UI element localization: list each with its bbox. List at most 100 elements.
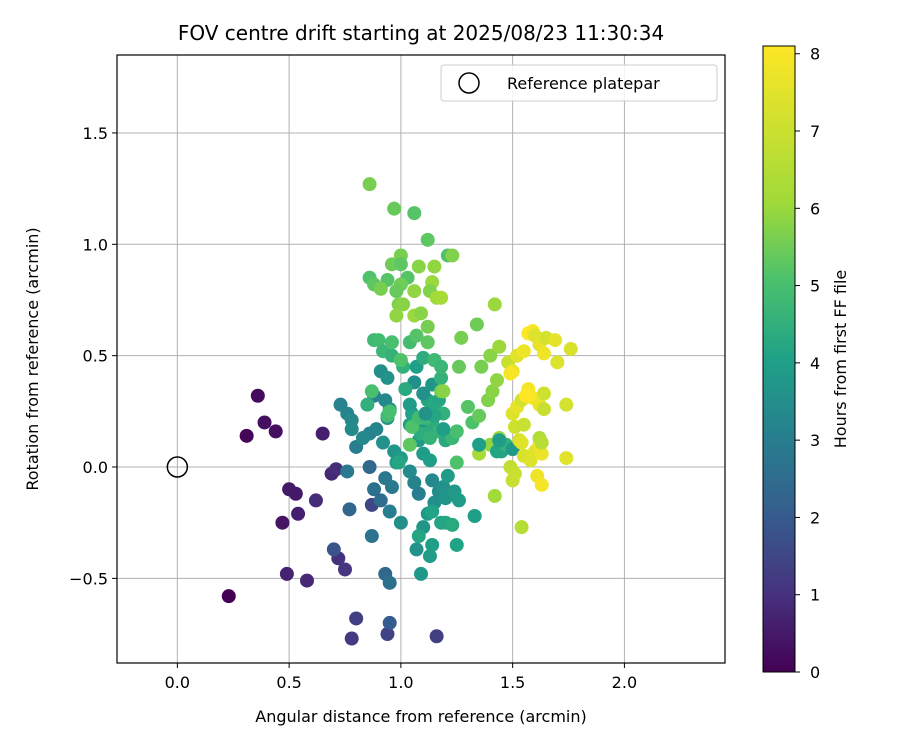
data-point: [534, 435, 549, 450]
data-point: [472, 408, 487, 423]
data-point: [422, 431, 437, 446]
data-point: [425, 504, 440, 519]
data-point: [398, 382, 413, 397]
data-point: [454, 330, 469, 345]
data-point: [452, 359, 466, 374]
data-point: [382, 404, 397, 419]
data-point: [487, 297, 502, 312]
x-tick-label: 0.0: [165, 673, 190, 692]
data-point: [288, 486, 303, 501]
colorbar-tick-label: 6: [810, 199, 820, 218]
data-point: [338, 562, 352, 577]
data-point: [373, 493, 388, 508]
data-point: [414, 306, 428, 321]
data-point: [409, 328, 424, 343]
data-point: [514, 520, 529, 535]
data-point: [534, 477, 549, 492]
data-point: [434, 359, 449, 374]
data-point: [487, 488, 502, 503]
data-point: [380, 370, 395, 385]
data-point: [474, 359, 489, 374]
data-point: [434, 290, 449, 305]
data-point: [550, 355, 565, 370]
y-tick-label: −0.5: [69, 569, 108, 588]
data-point: [436, 480, 451, 495]
data-point: [268, 424, 283, 439]
x-tick-label: 2.0: [612, 673, 637, 692]
data-point: [411, 486, 426, 501]
data-point: [449, 455, 464, 470]
data-point: [460, 399, 475, 414]
plot-frame: [116, 54, 726, 664]
data-point: [425, 537, 440, 552]
y-tick-label: 0.0: [83, 458, 108, 477]
data-point: [407, 206, 422, 221]
data-point: [326, 542, 341, 557]
data-point: [492, 433, 507, 448]
data-point: [275, 515, 290, 530]
data-point: [434, 370, 449, 385]
data-point: [329, 462, 344, 477]
data-point: [420, 319, 435, 334]
data-point: [407, 284, 422, 299]
data-point: [364, 529, 379, 544]
data-point: [360, 397, 375, 412]
data-point: [490, 373, 504, 388]
x-tick-label: 1.0: [388, 673, 413, 692]
colorbar-tick-label: 1: [810, 586, 820, 605]
data-point: [436, 422, 451, 437]
data-point: [420, 232, 435, 247]
data-point: [414, 566, 428, 581]
data-point: [387, 201, 402, 216]
data-point: [349, 611, 364, 626]
data-point: [393, 353, 408, 368]
data-point: [344, 422, 359, 437]
plot-area: 0.0 0.5 1.0 1.5 2.0 −0.5 0.0 0.5 1.0 1.5: [69, 54, 726, 692]
colorbar-tick-label: 3: [810, 431, 820, 450]
data-point: [340, 464, 355, 479]
data-point: [308, 493, 323, 508]
data-point: [425, 473, 440, 488]
data-point: [380, 627, 395, 642]
legend-label-reference: Reference platepar: [507, 74, 660, 93]
data-point: [396, 297, 411, 312]
data-point: [427, 259, 442, 274]
data-point: [384, 480, 399, 495]
data-point: [402, 397, 417, 412]
data-point: [250, 388, 265, 403]
colorbar-tick-label: 5: [810, 277, 820, 296]
data-point: [409, 542, 424, 557]
colorbar-tick-label: 4: [810, 354, 820, 373]
colorbar: 0 1 2 3 4 5 6 7 8 Hours from first FF file: [762, 45, 850, 682]
data-point: [291, 506, 306, 521]
data-point: [355, 431, 370, 446]
data-point: [503, 366, 518, 381]
data-point: [467, 509, 482, 524]
colorbar-ticks: 0 1 2 3 4 5 6 7 8: [795, 45, 820, 682]
data-point: [483, 348, 498, 363]
x-axis-label: Angular distance from reference (arcmin): [255, 707, 586, 726]
data-point: [315, 426, 330, 441]
data-point: [516, 417, 531, 432]
chart-title: FOV centre drift starting at 2025/08/23 …: [178, 21, 664, 45]
data-point: [279, 566, 294, 581]
data-point: [445, 248, 460, 263]
data-point: [420, 335, 435, 350]
data-point: [376, 435, 390, 450]
y-tick-label: 0.5: [83, 347, 108, 366]
colorbar-tick-label: 2: [810, 508, 820, 527]
y-tick-label: 1.0: [83, 235, 108, 254]
data-points: [166, 177, 578, 646]
data-point: [382, 615, 397, 630]
data-point: [257, 415, 272, 430]
data-point: [402, 437, 417, 452]
data-point: [416, 386, 431, 401]
data-point: [393, 257, 408, 272]
data-point: [371, 333, 386, 348]
data-point: [559, 451, 574, 466]
data-point: [382, 504, 397, 519]
data-point: [389, 308, 404, 323]
data-point: [559, 397, 574, 412]
colorbar-tick-label: 7: [810, 122, 820, 141]
